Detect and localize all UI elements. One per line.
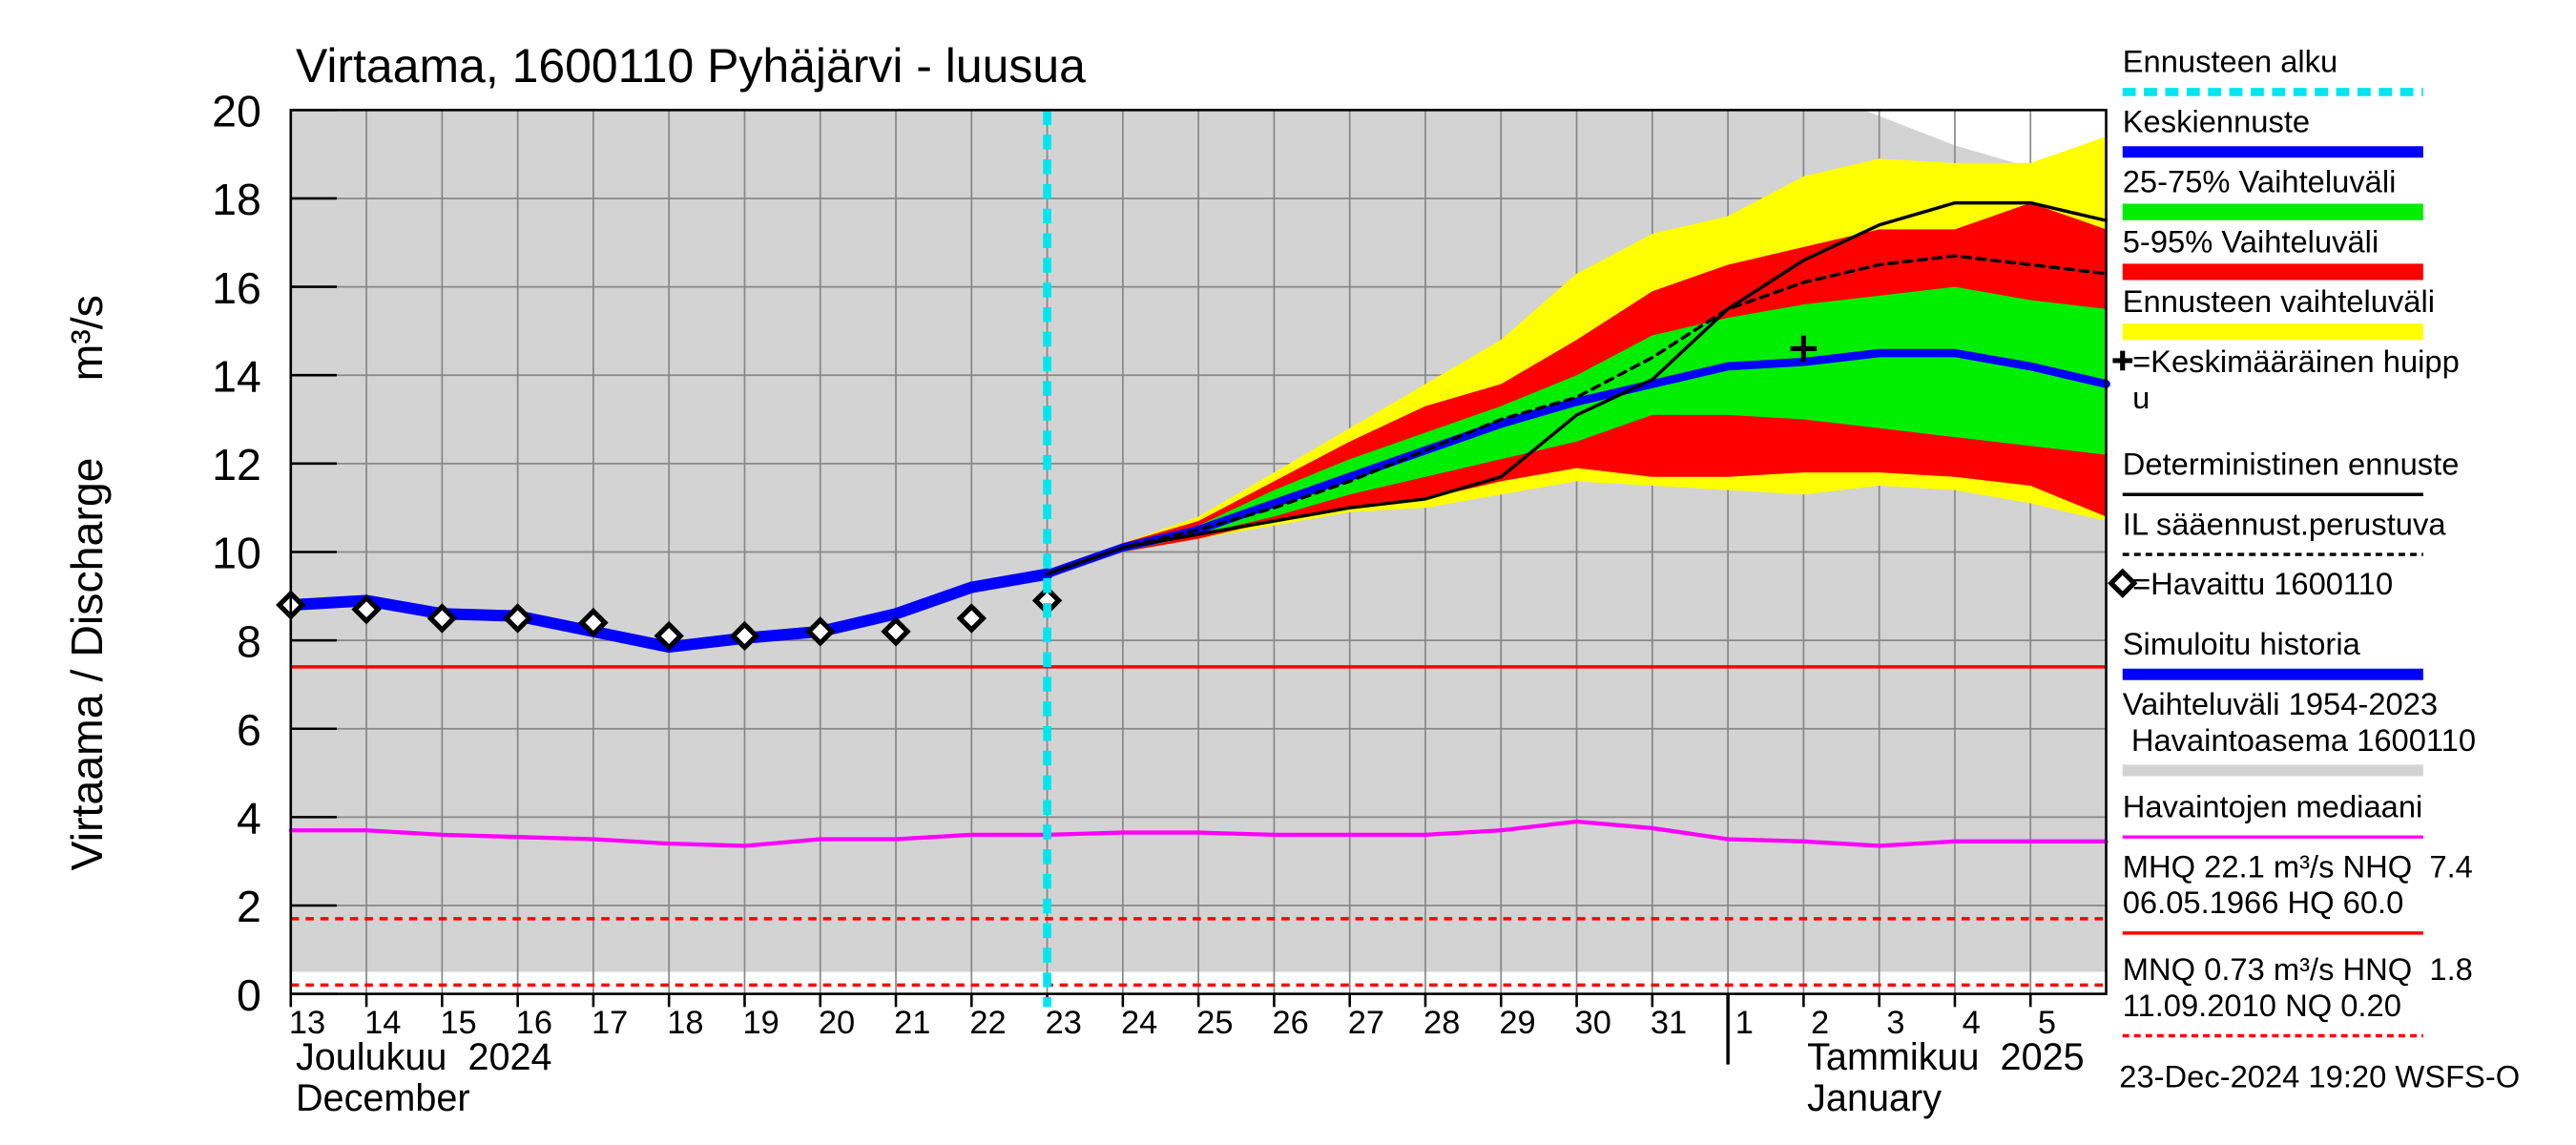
y-tick-label: 2 [237, 882, 261, 931]
legend-label: =Havaittu 1600110 [2132, 566, 2393, 601]
legend-label: IL sääennust.perustuva [2123, 506, 2447, 541]
x-tick-label: 18 [667, 1005, 703, 1041]
legend-label: Ennusteen alku [2123, 44, 2337, 79]
y-tick-label: 14 [212, 351, 261, 401]
y-tick-label: 8 [237, 616, 261, 666]
legend-label: 06.05.1966 HQ 60.0 [2123, 885, 2404, 920]
x-tick-label: 3 [1886, 1005, 1904, 1041]
legend-label: Deterministinen ennuste [2123, 447, 2460, 482]
x-tick-label: 23 [1046, 1005, 1082, 1041]
series-line [1045, 200, 2109, 576]
x-tick-label: 19 [743, 1005, 779, 1041]
month-label: January [1807, 1077, 1942, 1119]
timestamp: 23-Dec-2024 19:20 WSFS-O [2119, 1059, 2520, 1094]
x-tick-label: 17 [592, 1005, 628, 1041]
y-tick-label: 6 [237, 705, 261, 755]
y-axis-label: Virtaama / Discharge [62, 457, 112, 870]
y-tick-label: 18 [212, 175, 261, 224]
x-tick-label: 13 [289, 1005, 325, 1041]
series-line [1045, 254, 2109, 576]
legend-label: Vaihteluväli 1954-2023 [2123, 686, 2438, 721]
legend-label: u [2132, 380, 2150, 415]
legend-label: Simuloitu historia [2123, 626, 2361, 661]
x-tick-label: 25 [1196, 1005, 1233, 1041]
y-axis-unit: m³/s [62, 295, 112, 381]
x-tick-label: 16 [516, 1005, 552, 1041]
series-line [288, 819, 2109, 848]
x-tick-label: 5 [2038, 1005, 2056, 1041]
observed-point [578, 607, 609, 638]
x-tick-label: 14 [364, 1005, 401, 1041]
legend-label: Keskiennuste [2123, 104, 2310, 139]
legend-label: 25-75% Vaihteluväli [2123, 163, 2397, 198]
y-tick-label: 16 [212, 263, 261, 313]
observed-point [805, 616, 836, 647]
legend-label: =Keskimääräinen huipp [2132, 344, 2460, 379]
x-tick-label: 4 [1963, 1005, 1981, 1041]
x-tick-label: 28 [1423, 1005, 1460, 1041]
y-tick-label: 4 [237, 794, 261, 843]
chart-title: Virtaama, 1600110 Pyhäjärvi - luusua [296, 39, 1086, 93]
legend-label: Ennusteen vaihteluväli [2123, 283, 2435, 319]
plot-frame [289, 109, 2108, 995]
month-label: December [296, 1077, 470, 1119]
observed-point [351, 593, 382, 625]
observed-point [654, 620, 684, 652]
observed-point [881, 616, 911, 647]
mean-peak [1790, 335, 1818, 363]
x-tick-label: 2 [1811, 1005, 1829, 1041]
legend-label: Havaintojen mediaani [2123, 789, 2423, 824]
x-tick-label: 15 [440, 1005, 476, 1041]
legend-swatch [2108, 568, 2138, 598]
x-tick-label: 30 [1575, 1005, 1611, 1041]
legend-label: Havaintoasema 1600110 [2123, 722, 2476, 758]
month-label: Tammikuu 2025 [1807, 1036, 2085, 1078]
legend-label: MNQ 0.73 m³/s HNQ 1.8 [2123, 951, 2473, 987]
x-tick-label: 27 [1348, 1005, 1384, 1041]
observed-point [729, 620, 760, 652]
x-tick-label: 26 [1273, 1005, 1309, 1041]
legend-label: 11.09.2010 NQ 0.20 [2123, 988, 2401, 1023]
y-tick-label: 20 [212, 87, 261, 136]
y-tick-label: 0 [237, 970, 261, 1020]
month-label: Joulukuu 2024 [296, 1036, 552, 1078]
legend-label: 5-95% Vaihteluväli [2123, 223, 2379, 259]
x-tick-label: 21 [894, 1005, 930, 1041]
y-tick-label: 12 [212, 440, 261, 489]
x-tick-label: 31 [1651, 1005, 1687, 1041]
y-tick-label: 10 [212, 529, 261, 578]
legend-swatch [2112, 350, 2133, 371]
observed-point [426, 603, 458, 634]
x-tick-label: 1 [1735, 1005, 1754, 1041]
x-tick-label: 29 [1499, 1005, 1535, 1041]
x-tick-label: 24 [1121, 1005, 1157, 1041]
legend-label: MHQ 22.1 m³/s NHQ 7.4 [2123, 848, 2473, 884]
observed-point [502, 603, 533, 634]
observed-point [956, 603, 987, 634]
x-tick-label: 20 [819, 1005, 855, 1041]
x-tick-label: 22 [969, 1005, 1006, 1041]
